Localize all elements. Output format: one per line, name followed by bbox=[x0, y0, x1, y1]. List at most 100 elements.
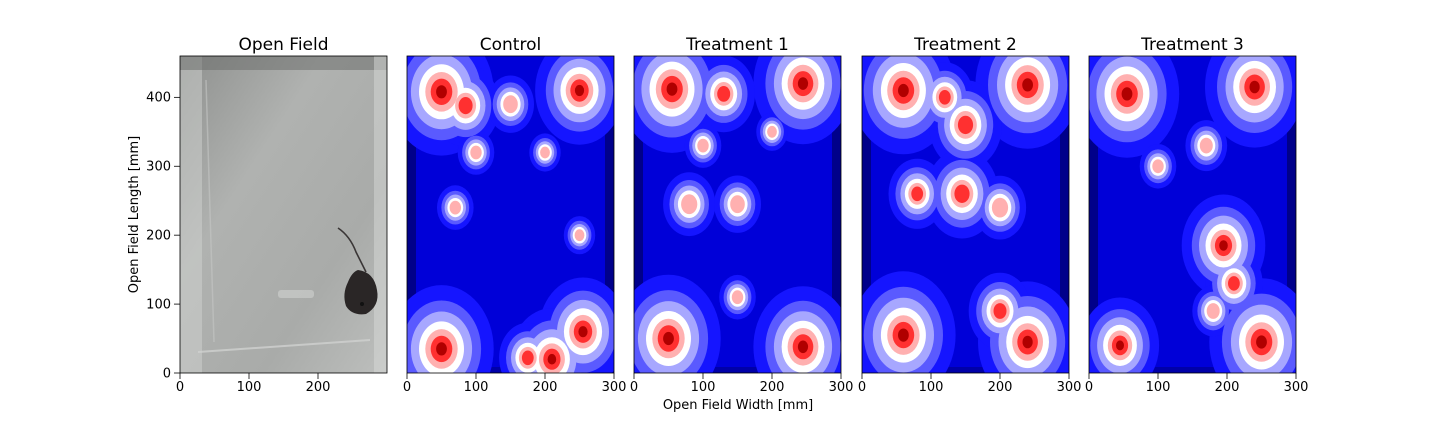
x-tick-label-300: 300 bbox=[829, 380, 854, 395]
heatmap-contour bbox=[1022, 78, 1033, 92]
arena-wall-right bbox=[374, 56, 387, 373]
heatmap-contour bbox=[797, 77, 809, 90]
y-tick-label-300: 300 bbox=[146, 160, 171, 175]
y-tick-label-200: 200 bbox=[146, 229, 171, 244]
heatmap-edge-bottom bbox=[862, 367, 1069, 373]
heatmap-contour bbox=[663, 331, 674, 346]
heatmap-contour bbox=[731, 290, 744, 305]
heatmap-edge-right bbox=[605, 56, 614, 373]
heatmap-contour bbox=[1249, 80, 1260, 94]
heatmap-contour bbox=[1121, 87, 1133, 101]
heatmap-contour bbox=[767, 125, 777, 138]
heatmap-contour bbox=[697, 138, 709, 153]
heatmap-edge-left bbox=[407, 56, 416, 373]
x-tick-label-100: 100 bbox=[1146, 380, 1171, 395]
axes-frame-control bbox=[406, 55, 615, 374]
heatmap-contour bbox=[503, 95, 518, 114]
heatmap-control bbox=[407, 56, 614, 373]
heatmap-contour bbox=[993, 303, 1007, 319]
heatmap-contour bbox=[730, 195, 745, 214]
x-tick-label-100: 100 bbox=[691, 380, 716, 395]
x-tick-label-300: 300 bbox=[1057, 380, 1082, 395]
mouse-eye bbox=[360, 302, 364, 306]
x-tick-label-0: 0 bbox=[1085, 380, 1093, 395]
heatmap-edge-left bbox=[862, 56, 871, 373]
y-tick-label-0: 0 bbox=[163, 367, 171, 382]
y-tick-label-100: 100 bbox=[146, 298, 171, 313]
heatmap-contour bbox=[458, 97, 473, 115]
heatmap-treatment-2 bbox=[862, 56, 1069, 373]
x-tick-label-300: 300 bbox=[602, 380, 627, 395]
panel-title-treatment-1: Treatment 1 bbox=[685, 35, 789, 55]
open-field-photo bbox=[180, 56, 387, 373]
x-tick-label-100: 100 bbox=[237, 380, 262, 395]
heatmap-contour bbox=[938, 90, 951, 105]
heatmap-edge-bottom bbox=[634, 367, 841, 373]
heatmap-contour bbox=[1219, 240, 1228, 251]
heatmap-contour bbox=[449, 200, 461, 215]
heatmap-treatment-3 bbox=[1089, 56, 1296, 373]
x-tick-label-0: 0 bbox=[630, 380, 638, 395]
heatmap-treatment-1 bbox=[634, 56, 841, 373]
heatmap-contour bbox=[1199, 137, 1213, 154]
x-tick-label-0: 0 bbox=[858, 380, 866, 395]
panel-title-treatment-2: Treatment 2 bbox=[913, 35, 1017, 55]
arena-wall-top bbox=[180, 56, 387, 70]
heatmap-contour bbox=[991, 197, 1009, 218]
mouse-body bbox=[344, 270, 378, 315]
x-tick-label-200: 200 bbox=[1215, 380, 1240, 395]
x-tick-label-200: 200 bbox=[760, 380, 785, 395]
x-ticks-treatment-1: 0 100 200 300 bbox=[630, 373, 854, 395]
heatmap-contour bbox=[436, 342, 447, 356]
x-axis-label: Open Field Width [mm] bbox=[663, 398, 813, 413]
panel-open-field: Open Field 0 100 200 300 400 0 100 200 bbox=[146, 35, 388, 395]
x-tick-label-0: 0 bbox=[176, 380, 184, 395]
x-tick-label-100: 100 bbox=[919, 380, 944, 395]
mouse-tail bbox=[337, 227, 367, 273]
x-tick-label-100: 100 bbox=[464, 380, 489, 395]
heatmap-contour bbox=[540, 146, 550, 159]
axes-frame-treatment-2 bbox=[861, 55, 1070, 374]
heatmap-contour bbox=[1116, 340, 1124, 351]
panel-treatment-2: Treatment 2 0 100 200 300 bbox=[858, 35, 1082, 395]
heatmap-contour bbox=[1152, 159, 1164, 174]
heatmap-contour bbox=[1206, 303, 1220, 319]
floor-marking bbox=[278, 290, 314, 298]
heatmap-contour bbox=[1022, 335, 1033, 349]
x-ticks-control: 0 100 200 300 bbox=[403, 373, 627, 395]
y-ticks-open-field: 0 100 200 300 400 bbox=[146, 91, 180, 382]
heatmap-contour bbox=[954, 184, 970, 203]
arena-corner-line bbox=[205, 79, 215, 343]
axes-frame-treatment-1 bbox=[633, 55, 842, 374]
arena-wall-left bbox=[180, 56, 202, 373]
heatmap-contour bbox=[436, 85, 447, 99]
heatmap-contour bbox=[574, 84, 585, 97]
panel-title-open-field: Open Field bbox=[238, 35, 328, 55]
y-axis-label: Open Field Length [mm] bbox=[127, 136, 142, 293]
heatmap-edge-right bbox=[1287, 56, 1296, 373]
x-ticks-treatment-2: 0 100 200 300 bbox=[858, 373, 1082, 395]
panel-title-treatment-3: Treatment 3 bbox=[1140, 35, 1244, 55]
heatmap-contour bbox=[578, 326, 588, 338]
heatmap-edge-left bbox=[634, 56, 643, 373]
heatmap-contour bbox=[666, 82, 678, 96]
heatmap-edge-right bbox=[832, 56, 841, 373]
heatmap-contour bbox=[681, 194, 698, 215]
panel-treatment-1: Treatment 1 0 100 200 300 bbox=[630, 35, 854, 395]
x-tick-label-300: 300 bbox=[1284, 380, 1309, 395]
x-tick-label-200: 200 bbox=[533, 380, 558, 395]
x-ticks-open-field: 0 100 200 bbox=[176, 373, 331, 395]
panel-treatment-3: Treatment 3 0 100 200 300 bbox=[1085, 35, 1309, 395]
arena-edge-reflection bbox=[197, 339, 371, 353]
axes-frame-open-field bbox=[179, 55, 388, 374]
x-tick-label-200: 200 bbox=[306, 380, 331, 395]
heatmap-contour bbox=[898, 83, 909, 98]
x-tick-label-0: 0 bbox=[403, 380, 411, 395]
heatmap-contour bbox=[470, 145, 482, 160]
panel-title-control: Control bbox=[480, 35, 541, 55]
y-tick-label-400: 400 bbox=[146, 91, 171, 106]
heatmap-contour bbox=[574, 229, 585, 242]
heatmap-edge-left bbox=[1089, 56, 1098, 373]
heatmap-edge-right bbox=[1060, 56, 1069, 373]
arena-floor bbox=[180, 56, 387, 373]
